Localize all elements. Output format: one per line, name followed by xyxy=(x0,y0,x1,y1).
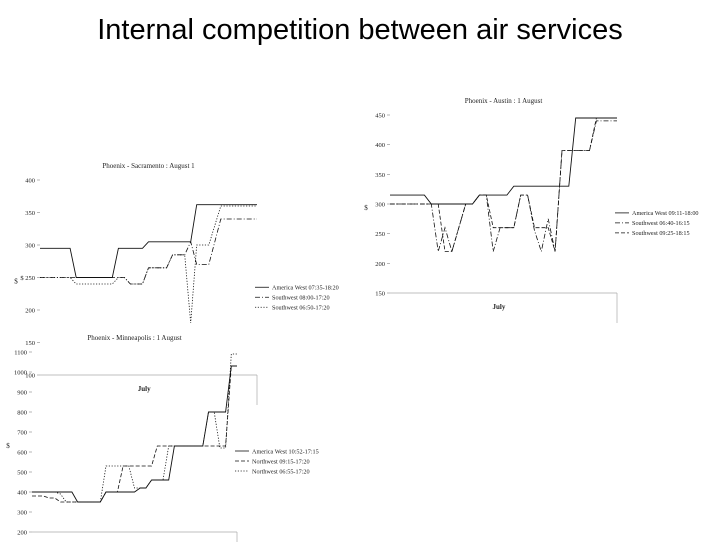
y-tick-label: 900 xyxy=(17,390,27,397)
series-line-1 xyxy=(390,117,617,205)
x-axis-label: July xyxy=(493,303,506,311)
y-tick-label: 450 xyxy=(375,113,385,120)
y-tick-label: 1100 xyxy=(14,350,27,357)
series-line-1 xyxy=(40,204,257,278)
legend-entry: Northwest 09:15-17:20 xyxy=(252,458,310,465)
legend-entry: Southwest 06:50-17:20 xyxy=(272,305,330,312)
y-tick-label: 350 xyxy=(375,172,385,179)
y-tick-label: 350 xyxy=(25,210,35,217)
y-axis-label: $ xyxy=(14,278,18,286)
series-line-3 xyxy=(32,353,237,503)
chart-phoenix-austin: Phoenix - Austin : 1 August 150 200 250 300 3… xyxy=(364,97,699,323)
legend-entry: Northwest 06:55-17:20 xyxy=(252,468,310,475)
y-tick-label: 400 xyxy=(375,142,385,149)
legend-entry: Southwest 06:40-16:15 xyxy=(632,220,690,227)
series-line-2 xyxy=(32,365,237,503)
slide-title: Internal competition between air service… xyxy=(97,14,623,46)
legend-entry: America West 07:35-18:20 xyxy=(272,285,339,292)
y-tick-label: 200 xyxy=(375,261,385,268)
legend-entry: Southwest 09:25-18:15 xyxy=(632,230,690,237)
chart-phoenix-sacramento: Phoenix - Sacramento : August 1 100 150 200… xyxy=(14,162,339,405)
chart-title: Phoenix - Austin : 1 August xyxy=(465,97,543,105)
legend-entry: Southwest 08:00-17:20 xyxy=(272,295,330,302)
y-tick-label: 400 xyxy=(17,490,27,497)
y-tick-label: 250 xyxy=(375,231,385,238)
y-axis-label: $ xyxy=(364,204,368,212)
legend-entry: America West 09:11-18:00 xyxy=(632,210,699,217)
series-line-3 xyxy=(40,205,257,324)
legend-entry: America West 10:52-17:15 xyxy=(252,448,319,455)
chart-title: Phoenix - Minneapolis : 1 August xyxy=(87,334,181,342)
chart-phoenix-minneapolis: Phoenix - Minneapolis : 1 August 200 300 40… xyxy=(6,334,319,542)
y-tick-label: 300 xyxy=(375,202,385,209)
series-line-3 xyxy=(390,117,617,252)
y-tick-label: 300 xyxy=(25,243,35,250)
y-tick-label: 400 xyxy=(25,178,35,185)
y-tick-label: 1000 xyxy=(14,370,27,377)
y-axis-label: $ xyxy=(6,442,10,450)
y-tick-label: 700 xyxy=(17,430,27,437)
y-tick-label: 150 xyxy=(375,291,385,298)
y-tick-label: 100 xyxy=(25,373,35,380)
y-tick-label: 800 xyxy=(17,410,27,417)
chart-title: Phoenix - Sacramento : August 1 xyxy=(102,162,195,170)
x-axis-label: July xyxy=(138,385,151,393)
y-tick-label: 200 xyxy=(25,308,35,315)
y-tick-label: 150 xyxy=(25,340,35,347)
y-tick-label: $ 250 xyxy=(20,275,35,282)
series-line-2 xyxy=(40,218,257,285)
y-tick-label: 500 xyxy=(17,470,27,477)
series-line-2 xyxy=(390,120,617,254)
y-tick-label: 600 xyxy=(17,450,27,457)
y-tick-label: 300 xyxy=(17,510,27,517)
y-tick-label: 200 xyxy=(17,530,27,537)
series-line-1 xyxy=(32,365,237,503)
